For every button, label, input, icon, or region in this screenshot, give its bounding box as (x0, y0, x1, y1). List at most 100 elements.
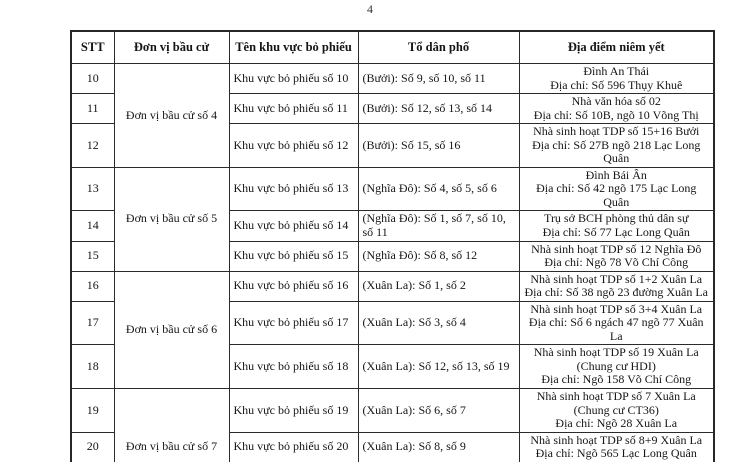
to-dan-pho-cell: (Bưởi): Số 9, số 10, số 11 (357, 62, 520, 95)
area-cell: Khu vực bỏ phiếu số 18 (228, 344, 359, 390)
cell-line: (Chung cư HDI) (576, 358, 656, 373)
cell-line: Địa chỉ: Số 596 Thụy Khuê (550, 77, 683, 92)
cell-line: (Nghĩa Đô): Số 1, số 7, số 10, số 11 (362, 211, 506, 240)
to-dan-pho-cell: (Xuân La): Số 3, số 4 (357, 300, 520, 346)
table-body: 10 Đơn vị bầu cử số 4 Khu vực bỏ phiếu s… (70, 62, 715, 462)
table-header: STT Đơn vị bầu cử Tên khu vực bỏ phiếu T… (70, 30, 715, 64)
stt-cell: 16 (70, 270, 115, 302)
to-dan-pho-cell: (Xuân La): Số 12, số 13, số 19 (357, 344, 520, 390)
stt-cell: 12 (70, 123, 115, 168)
cell-line: (Bưởi): Số 15, số 16 (362, 137, 461, 152)
cell-line: Trụ sở BCH phòng thủ dân sự (544, 211, 689, 226)
header-row: STT Đơn vị bầu cử Tên khu vực bỏ phiếu T… (70, 30, 715, 64)
table-row: 15 Khu vực bỏ phiếu số 15 (Nghĩa Đô): Số… (70, 240, 715, 272)
area-cell: Khu vực bỏ phiếu số 20 (228, 431, 359, 462)
unit-cell: Đơn vị bầu cử số 7 (113, 388, 230, 462)
stt-cell: 10 (70, 62, 115, 95)
to-dan-pho-cell: (Nghĩa Đô): Số 4, số 5, số 6 (357, 166, 520, 212)
cell-line: Địa chỉ: Ngõ 28 Xuân La (555, 416, 678, 431)
dia-diem-cell: Nhà sinh hoạt TDP số 3+4 Xuân La Địa chỉ… (518, 300, 715, 346)
area-cell: Khu vực bỏ phiếu số 17 (228, 300, 359, 346)
polling-stations-table: STT Đơn vị bầu cử Tên khu vực bỏ phiếu T… (70, 30, 715, 462)
table-row: 13 Đơn vị bầu cử số 5 Khu vực bỏ phiếu s… (70, 166, 715, 272)
stt-cell: 14 (70, 210, 115, 242)
column-header-don-vi-bau-cu: Đơn vị bầu cử (113, 30, 230, 64)
area-cell: Khu vực bỏ phiếu số 12 (228, 123, 359, 168)
cell-line: Địa chỉ: Ngõ 158 Võ Chí Công (541, 372, 692, 387)
dia-diem-cell: Trụ sở BCH phòng thủ dân sự Địa chỉ: Số … (518, 210, 715, 242)
dia-diem-cell: Nhà văn hóa số 02 Địa chỉ: Số 10B, ngõ 1… (518, 93, 715, 125)
cell-line: Địa chỉ: Số 10B, ngõ 10 Võng Thị (533, 107, 699, 122)
dia-diem-cell: Đình An Thái Địa chỉ: Số 596 Thụy Khuê (518, 62, 715, 95)
table-row: 12 Khu vực bỏ phiếu số 12 (Bưởi): Số 15,… (70, 123, 715, 168)
unit-cell: Đơn vị bầu cử số 6 (113, 270, 230, 390)
area-cell: Khu vực bỏ phiếu số 11 (228, 93, 359, 125)
to-dan-pho-cell: (Nghĩa Đô): Số 1, số 7, số 10, số 11 (357, 210, 520, 242)
column-header-to-dan-pho: Tổ dân phố (357, 30, 520, 64)
cell-line: (Nghĩa Đô): Số 4, số 5, số 6 (362, 181, 497, 196)
table-row: 10 Đơn vị bầu cử số 4 Khu vực bỏ phiếu s… (70, 62, 715, 168)
dia-diem-cell: Nhà sinh hoạt TDP số 7 Xuân La (Chung cư… (518, 388, 715, 433)
cell-line: (Xuân La): Số 3, số 4 (362, 315, 466, 330)
to-dan-pho-cell: (Bưởi): Số 12, số 13, số 14 (357, 93, 520, 125)
cell-line: Nhà sinh hoạt TDP số 8+9 Xuân La (530, 432, 703, 447)
table-row: 14 Khu vực bỏ phiếu số 14 (Nghĩa Đô): Số… (70, 210, 715, 242)
cell-line: Nhà văn hóa số 02 (571, 94, 661, 109)
area-cell: Khu vực bỏ phiếu số 19 (228, 388, 359, 433)
cell-line: (Xuân La): Số 1, số 2 (362, 278, 466, 293)
dia-diem-cell: Nhà sinh hoạt TDP số 12 Nghĩa Đô Địa chỉ… (518, 240, 715, 272)
dia-diem-cell: Nhà sinh hoạt TDP số 15+16 Bưởi Địa chỉ:… (518, 123, 715, 168)
stt-cell: 13 (70, 166, 115, 212)
area-cell: Khu vực bỏ phiếu số 13 (228, 166, 359, 212)
cell-line: (Nghĩa Đô): Số 8, số 12 (362, 248, 478, 263)
cell-line: Địa chỉ: Số 27B ngõ 218 Lạc Long Quân (532, 137, 701, 166)
cell-line: Nhà sinh hoạt TDP số 15+16 Bưởi (533, 124, 700, 139)
area-cell: Khu vực bỏ phiếu số 15 (228, 240, 359, 272)
cell-line: Địa chỉ: Số 6 ngách 47 ngõ 77 Xuân La (528, 315, 704, 343)
cell-line: (Xuân La): Số 12, số 13, số 19 (362, 358, 510, 373)
table-row: 11 Khu vực bỏ phiếu số 11 (Bưởi): Số 12,… (70, 93, 715, 125)
area-cell: Khu vực bỏ phiếu số 10 (228, 62, 359, 95)
unit-cell: Đơn vị bầu cử số 4 (113, 63, 230, 168)
stt-cell: 15 (70, 240, 115, 272)
cell-line: Nhà sinh hoạt TDP số 12 Nghĩa Đô (531, 241, 702, 256)
to-dan-pho-cell: (Nghĩa Đô): Số 8, số 12 (357, 240, 520, 272)
to-dan-pho-cell: (Xuân La): Số 6, số 7 (357, 388, 520, 433)
area-cell: Khu vực bỏ phiếu số 14 (228, 210, 359, 242)
cell-line: Địa chỉ: Số 38 ngõ 23 đường Xuân La (524, 285, 709, 300)
to-dan-pho-cell: (Xuân La): Số 8, số 9 (357, 431, 520, 462)
table-row: 20 Khu vực bỏ phiếu số 20 (Xuân La): Số … (70, 431, 715, 462)
column-header-dia-diem: Địa điểm niêm yết (518, 30, 715, 64)
stt-cell: 19 (70, 388, 115, 433)
cell-line: Địa chỉ: Ngõ 565 Lạc Long Quân (535, 446, 697, 461)
cell-line: (Bưởi): Số 12, số 13, số 14 (362, 100, 493, 115)
cell-line: Nhà sinh hoạt TDP số 7 Xuân La (536, 389, 696, 404)
dia-diem-cell: Đình Bái Ân Địa chỉ: Số 42 ngõ 175 Lạc L… (518, 166, 715, 212)
cell-line: Nhà sinh hoạt TDP số 19 Xuân La (533, 345, 699, 360)
to-dan-pho-cell: (Xuân La): Số 1, số 2 (357, 270, 520, 302)
column-header-stt: STT (70, 30, 115, 64)
column-header-ten-khu-vuc: Tên khu vực bỏ phiếu (228, 30, 359, 64)
cell-line: (Xuân La): Số 6, số 7 (362, 402, 466, 417)
dia-diem-cell: Nhà sinh hoạt TDP số 8+9 Xuân La Địa chỉ… (518, 431, 715, 462)
to-dan-pho-cell: (Bưởi): Số 15, số 16 (357, 123, 520, 168)
table-row: 18 Khu vực bỏ phiếu số 18 (Xuân La): Số … (70, 344, 715, 390)
area-cell: Khu vực bỏ phiếu số 16 (228, 270, 359, 302)
dia-diem-cell: Nhà sinh hoạt TDP số 19 Xuân La (Chung c… (518, 344, 715, 390)
stt-cell: 17 (70, 300, 115, 346)
dia-diem-cell: Nhà sinh hoạt TDP số 1+2 Xuân La Địa chỉ… (518, 270, 715, 302)
cell-line: Nhà sinh hoạt TDP số 3+4 Xuân La (530, 301, 703, 316)
stt-cell: 11 (70, 93, 115, 125)
cell-line: (Xuân La): Số 8, số 9 (362, 439, 466, 454)
cell-line: (Bưởi): Số 9, số 10, số 11 (362, 70, 486, 85)
stt-cell: 20 (70, 431, 115, 462)
cell-line: Nhà sinh hoạt TDP số 1+2 Xuân La (530, 271, 703, 286)
cell-line: Địa chỉ: Ngõ 78 Võ Chí Công (544, 255, 689, 270)
cell-line: (Chung cư CT36) (573, 402, 659, 417)
cell-line: Đình Bái Ân (585, 167, 647, 182)
stt-cell: 18 (70, 344, 115, 390)
unit-cell: Đơn vị bầu cử số 5 (113, 166, 230, 272)
table-row: 16 Đơn vị bầu cử số 6 Khu vực bỏ phiếu s… (70, 270, 715, 390)
table-row: 19 Đơn vị bầu cử số 7 Khu vực bỏ phiếu s… (70, 388, 715, 462)
